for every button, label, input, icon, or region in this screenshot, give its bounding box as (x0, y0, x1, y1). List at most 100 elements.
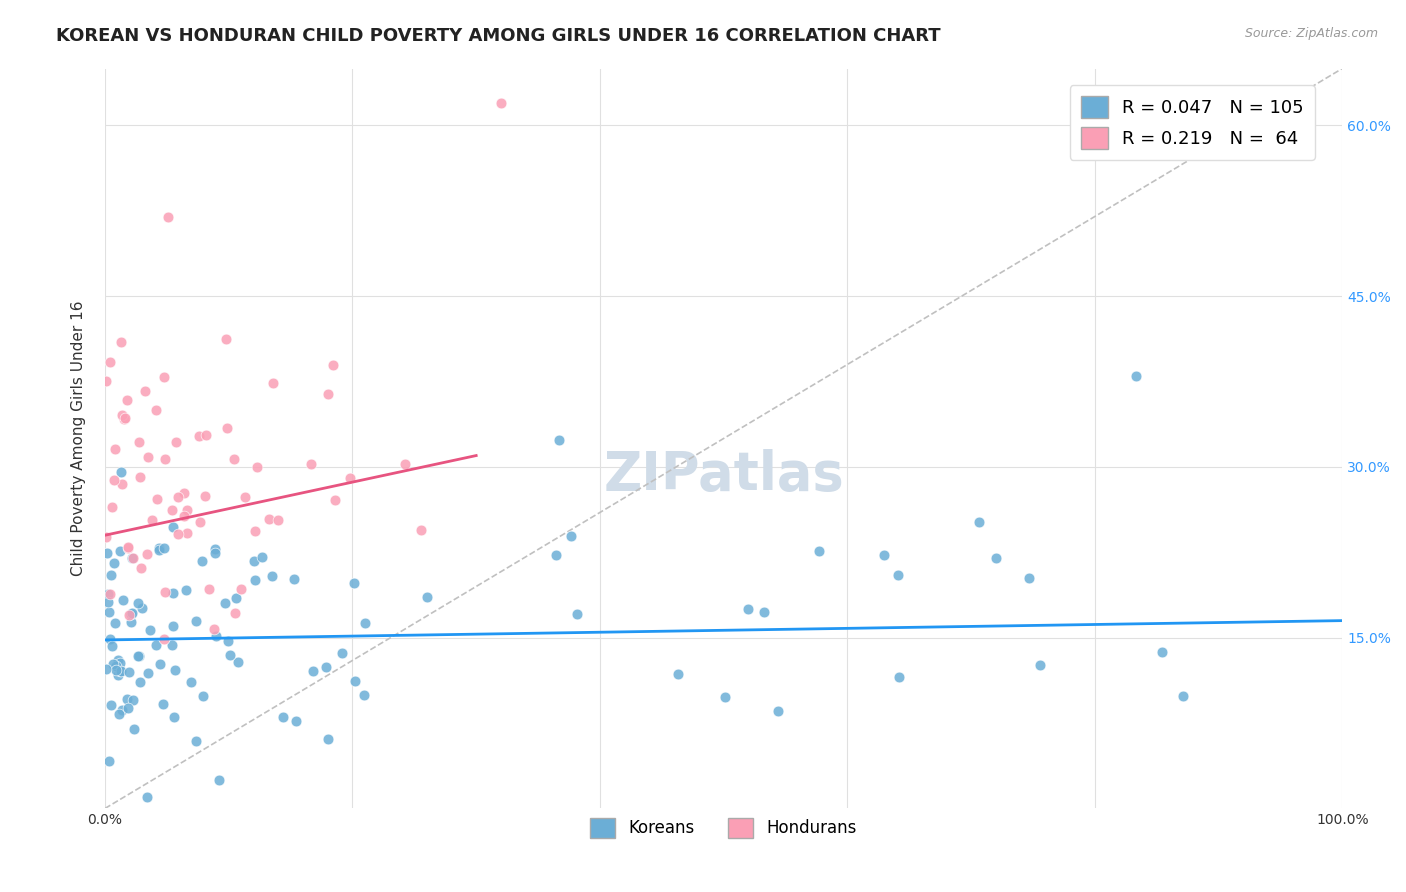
Hondurans (173, 508, 195, 523)
Koreans (219, 648, 242, 662)
Koreans (107, 653, 129, 667)
Hondurans (167, 526, 190, 541)
Hondurans (202, 623, 225, 637)
Koreans (105, 664, 128, 678)
Koreans (1173, 689, 1195, 703)
Koreans (565, 607, 588, 622)
Koreans (752, 605, 775, 619)
Hondurans (134, 384, 156, 399)
Koreans (344, 673, 367, 688)
Koreans (97, 754, 120, 768)
Hondurans (115, 392, 138, 407)
Koreans (111, 592, 134, 607)
Koreans (318, 731, 340, 746)
Hondurans (245, 524, 267, 538)
Koreans (225, 591, 247, 606)
Koreans (108, 664, 131, 678)
Koreans (105, 658, 128, 673)
Hondurans (489, 95, 512, 110)
Koreans (204, 630, 226, 644)
Hondurans (117, 541, 139, 555)
Koreans (115, 691, 138, 706)
Hondurans (146, 492, 169, 507)
Hondurans (231, 582, 253, 596)
Hondurans (339, 470, 361, 484)
Legend: Koreans, Hondurans: Koreans, Hondurans (583, 811, 863, 845)
Hondurans (111, 408, 134, 422)
Hondurans (153, 370, 176, 384)
Koreans (128, 649, 150, 664)
Hondurans (194, 490, 217, 504)
Hondurans (411, 523, 433, 537)
Koreans (226, 655, 249, 669)
Koreans (302, 664, 325, 678)
Koreans (108, 543, 131, 558)
Hondurans (96, 530, 118, 544)
Koreans (139, 623, 162, 637)
Koreans (548, 433, 571, 447)
Koreans (97, 595, 120, 609)
Hondurans (262, 376, 284, 390)
Koreans (136, 666, 159, 681)
Koreans (100, 568, 122, 582)
Hondurans (128, 435, 150, 450)
Koreans (714, 690, 737, 704)
Koreans (127, 596, 149, 610)
Hondurans (145, 403, 167, 417)
Hondurans (153, 632, 176, 647)
Koreans (184, 734, 207, 748)
Hondurans (188, 429, 211, 443)
Hondurans (257, 512, 280, 526)
Text: ZIPatlas: ZIPatlas (603, 450, 844, 501)
Hondurans (165, 434, 187, 449)
Koreans (887, 568, 910, 582)
Hondurans (176, 503, 198, 517)
Hondurans (160, 502, 183, 516)
Koreans (160, 638, 183, 652)
Koreans (103, 556, 125, 570)
Koreans (110, 466, 132, 480)
Hondurans (101, 500, 124, 515)
Hondurans (394, 457, 416, 471)
Koreans (1028, 658, 1050, 673)
Koreans (544, 549, 567, 563)
Koreans (149, 657, 172, 671)
Koreans (191, 554, 214, 568)
Koreans (120, 607, 142, 622)
Hondurans (323, 493, 346, 508)
Koreans (204, 541, 226, 556)
Koreans (152, 541, 174, 555)
Koreans (191, 689, 214, 703)
Text: Source: ZipAtlas.com: Source: ZipAtlas.com (1244, 27, 1378, 40)
Hondurans (224, 606, 246, 620)
Koreans (808, 544, 831, 558)
Koreans (560, 529, 582, 543)
Koreans (108, 657, 131, 671)
Hondurans (188, 516, 211, 530)
Koreans (174, 583, 197, 598)
Koreans (283, 572, 305, 586)
Koreans (127, 649, 149, 664)
Koreans (98, 605, 121, 619)
Hondurans (98, 355, 121, 369)
Koreans (284, 714, 307, 729)
Koreans (315, 659, 337, 673)
Koreans (245, 573, 267, 587)
Koreans (121, 551, 143, 566)
Hondurans (167, 490, 190, 504)
Koreans (330, 646, 353, 660)
Koreans (165, 664, 187, 678)
Hondurans (121, 550, 143, 565)
Koreans (416, 590, 439, 604)
Hondurans (118, 608, 141, 623)
Hondurans (98, 586, 121, 600)
Hondurans (195, 428, 218, 442)
Koreans (121, 693, 143, 707)
Koreans (148, 541, 170, 556)
Koreans (110, 703, 132, 717)
Koreans (214, 596, 236, 610)
Koreans (243, 554, 266, 568)
Koreans (1125, 368, 1147, 383)
Hondurans (117, 540, 139, 554)
Hondurans (111, 476, 134, 491)
